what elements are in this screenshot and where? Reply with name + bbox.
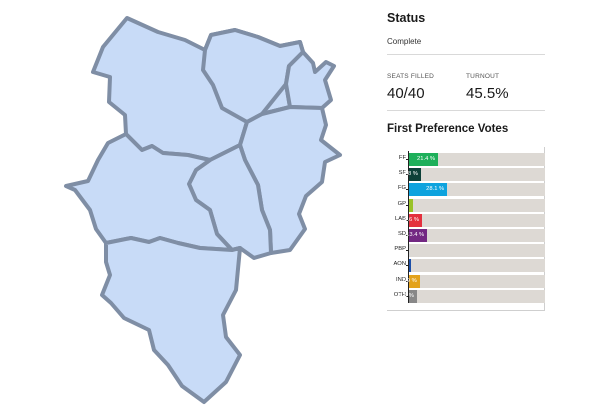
bar-track: 9.6 % [404, 213, 545, 227]
bar-row-oth: OTH 5.8 % [387, 289, 545, 303]
bar-track [409, 259, 545, 273]
bar-track [409, 244, 545, 258]
bar-value-label: 5.8 % [399, 292, 414, 299]
bar-row-sd: SD 13.4 % [387, 229, 545, 242]
bar-ff[interactable]: 21.4 % [409, 153, 439, 166]
bar-track: 5.8 % [399, 289, 545, 303]
bar-value-label: 13.4 % [406, 232, 425, 238]
bar-aon[interactable] [409, 259, 411, 273]
status-value: Complete [387, 37, 422, 46]
axis-tick [406, 280, 409, 282]
bar-track: 8.8 % [403, 168, 545, 182]
bar-row-sf: SF 8.8 % [387, 168, 545, 182]
axis-tick [406, 159, 409, 160]
bar-value-label: 9.6 % [404, 216, 420, 223]
party-label: FG [397, 185, 406, 192]
bar-sd[interactable]: 13.4 % [406, 229, 428, 242]
bar-value-label: 7.9 % [401, 277, 417, 284]
turnout-value: 45.5% [466, 85, 509, 102]
axis-tick [406, 250, 409, 252]
party-label: IND [396, 276, 406, 283]
axis-tick [406, 235, 409, 236]
bar-ind[interactable]: 7.9 % [402, 274, 420, 288]
status-heading: Status [387, 11, 426, 25]
divider [387, 110, 545, 111]
party-label: SD [397, 231, 406, 237]
votes-heading: First Preference Votes [387, 123, 509, 135]
bar-row-fg: FG 28.1 % [387, 183, 545, 197]
seats-filled-value: 40/40 [387, 85, 425, 102]
bar-oth[interactable]: 5.8 % [399, 289, 417, 303]
bar-sf[interactable]: 8.8 % [403, 168, 421, 182]
bar-fg[interactable]: 28.1 % [409, 183, 448, 197]
bar-value-label: 21.4 % [417, 156, 436, 162]
bar-row-lab: LAB 9.6 % [387, 213, 545, 227]
axis-tick [406, 219, 409, 221]
party-label: SF [398, 170, 406, 177]
party-label: GP [397, 200, 406, 207]
bar-track: 28.1 % [409, 183, 545, 197]
party-label: FF [398, 155, 406, 161]
axis-tick [406, 295, 409, 297]
party-label: PBP [394, 246, 406, 253]
axis-tick [406, 265, 409, 267]
bar-row-pbp: PBP [387, 244, 545, 258]
bar-row-ff: FF 21.4 % [387, 153, 545, 166]
bar-gp[interactable] [409, 198, 414, 212]
bar-row-aon: AON [387, 259, 545, 273]
turnout-label: TURNOUT [466, 73, 500, 80]
seats-filled-label: SEATS FILLED [387, 73, 435, 80]
axis-tick [406, 174, 409, 176]
chart-axis [408, 151, 409, 303]
bar-value-label: 28.1 % [426, 186, 445, 193]
bar-track: 13.4 % [406, 229, 545, 242]
party-label: OTH [393, 291, 406, 298]
bar-track [409, 198, 545, 212]
bar-row-ind: IND 7.9 % [387, 274, 545, 288]
bar-row-gp: GP [387, 198, 545, 212]
bar-value-label: 8.8 % [403, 171, 418, 178]
party-label: AON [393, 261, 406, 268]
map-region-south[interactable] [100, 236, 242, 404]
map-region-east-coast[interactable] [284, 50, 336, 110]
bar-lab[interactable]: 9.6 % [404, 213, 423, 227]
party-label: LAB [395, 215, 406, 222]
axis-tick [406, 189, 409, 191]
bar-track: 7.9 % [402, 274, 545, 288]
divider [387, 54, 545, 55]
constituency-map [64, 16, 342, 404]
axis-tick [406, 204, 409, 206]
bar-track: 21.4 % [409, 153, 545, 166]
first-preference-bar-chart: FF 21.4 % SF 8.8 % FG 28.1 % GP LAB 9.6 % SD 13.4 … [387, 147, 545, 311]
